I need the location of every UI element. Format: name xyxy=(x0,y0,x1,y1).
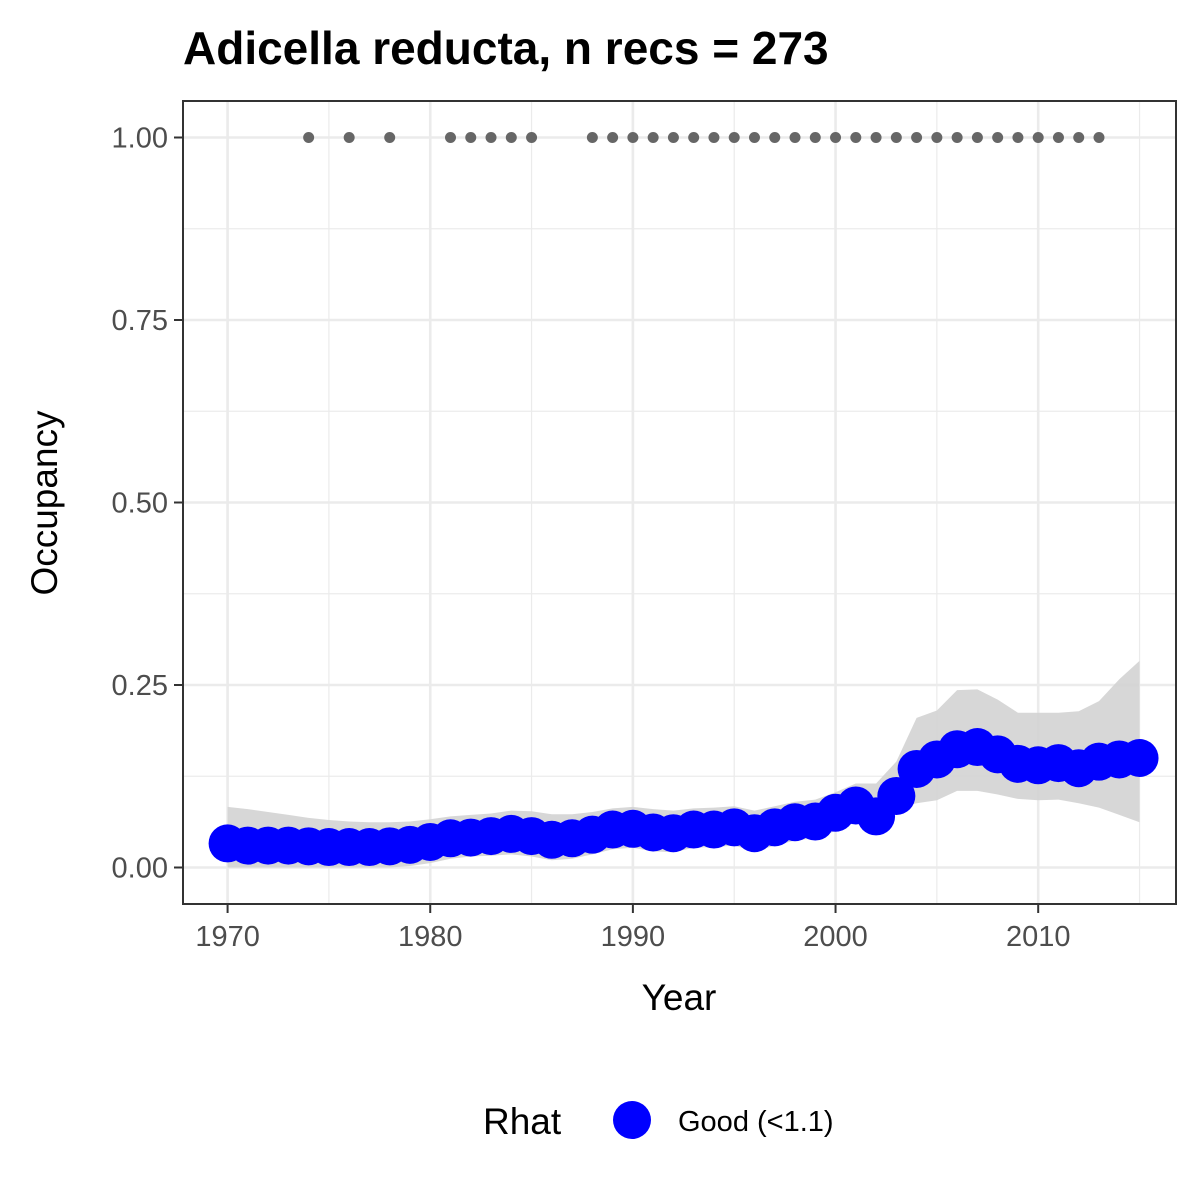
record-point xyxy=(1073,132,1085,143)
y-tick-label: 0.00 xyxy=(112,853,168,885)
legend-key-good xyxy=(613,1101,651,1139)
y-tick-label: 0.50 xyxy=(112,488,168,520)
record-point xyxy=(627,132,639,143)
estimate-point xyxy=(1120,739,1159,777)
record-point xyxy=(708,132,720,143)
legend-title: Rhat xyxy=(483,1101,562,1142)
record-point xyxy=(384,132,396,143)
x-tick-label: 2010 xyxy=(1006,921,1071,953)
record-point xyxy=(667,132,679,143)
record-point xyxy=(809,132,821,143)
x-tick-label: 2000 xyxy=(803,921,868,953)
record-point xyxy=(911,132,923,143)
y-axis-title: Occupancy xyxy=(24,410,65,596)
record-point xyxy=(688,132,700,143)
legend: Rhat Good (<1.1) xyxy=(483,1101,834,1142)
axis-ticks: 0.00 0.25 0.50 0.75 1.00 1970 1980 1990 2000 2010 xyxy=(112,123,1071,954)
record-point xyxy=(445,132,457,143)
y-tick-label: 0.75 xyxy=(112,305,168,337)
record-point xyxy=(992,132,1004,143)
record-point xyxy=(789,132,801,143)
record-point xyxy=(728,132,740,143)
record-point xyxy=(748,132,760,143)
x-tick-label: 1990 xyxy=(601,921,666,953)
x-tick-label: 1970 xyxy=(195,921,260,953)
record-point xyxy=(769,132,781,143)
record-point xyxy=(485,132,497,143)
record-point xyxy=(303,132,315,143)
record-point xyxy=(890,132,902,143)
record-point xyxy=(343,132,355,143)
record-point xyxy=(931,132,943,143)
y-tick-label: 1.00 xyxy=(112,123,168,155)
record-point xyxy=(850,132,862,143)
x-tick-label: 1980 xyxy=(398,921,463,953)
record-point xyxy=(647,132,659,143)
data-layer xyxy=(208,132,1159,868)
record-point xyxy=(870,132,882,143)
chart-title: Adicella reducta, n recs = 273 xyxy=(183,22,829,74)
record-point xyxy=(1093,132,1105,143)
record-point xyxy=(971,132,983,143)
record-point xyxy=(951,132,963,143)
record-point xyxy=(1052,132,1064,143)
record-point xyxy=(1032,132,1044,143)
record-point xyxy=(1012,132,1024,143)
record-point xyxy=(830,132,842,143)
legend-label-good: Good (<1.1) xyxy=(678,1106,834,1138)
record-point xyxy=(505,132,517,143)
record-point xyxy=(586,132,598,143)
record-point xyxy=(526,132,538,143)
record-point xyxy=(465,132,477,143)
x-axis-title: Year xyxy=(642,977,717,1018)
y-tick-label: 0.25 xyxy=(112,670,168,702)
record-point xyxy=(607,132,619,143)
estimate-point xyxy=(877,776,916,815)
